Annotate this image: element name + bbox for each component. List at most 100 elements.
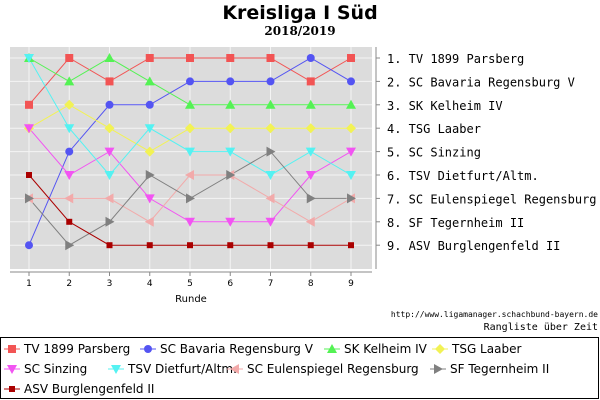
rank-label: 8. SF Tegernheim II [387, 216, 524, 230]
chart-subtitle: 2018/2019 [264, 24, 336, 38]
data-point [104, 193, 114, 204]
data-point [104, 147, 115, 157]
legend-label: SC Sinzing [24, 362, 87, 376]
data-point [64, 99, 75, 110]
legend-swatch-marker [230, 364, 239, 374]
data-point [144, 146, 155, 157]
x-tick-label: 2 [66, 279, 72, 289]
legend-label: SC Bavaria Regensburg V [160, 342, 314, 356]
legend-box [0, 337, 599, 399]
x-tick-label: 1 [26, 279, 32, 289]
data-point [346, 147, 356, 157]
data-point [265, 193, 275, 204]
legend-label: TSG Laaber [451, 342, 521, 356]
rank-label: 7. SC Eulenspiegel Regensburg [387, 192, 597, 206]
data-point [225, 123, 236, 134]
data-point [267, 242, 274, 249]
data-point [346, 123, 356, 134]
data-point [144, 216, 154, 227]
data-point [266, 77, 275, 86]
legend-swatch-marker [111, 365, 121, 374]
data-point [187, 242, 193, 249]
data-point [144, 76, 155, 86]
data-point [105, 216, 115, 227]
data-point [105, 100, 114, 109]
rank-label: 9. ASV Burglengenfeld II [387, 239, 560, 253]
legend-label: SF Tegernheim II [450, 362, 549, 376]
data-point [225, 217, 236, 227]
data-point [185, 217, 195, 227]
data-point [347, 54, 355, 62]
x-tick-label: 9 [348, 279, 354, 289]
chart-title: Kreisliga I Süd [222, 2, 378, 24]
data-point [64, 76, 75, 86]
data-point [306, 193, 316, 204]
data-point [226, 170, 236, 180]
legend-label: ASV Burglengenfeld II [24, 382, 154, 396]
data-point [265, 123, 276, 134]
data-point [64, 124, 75, 134]
data-point [265, 99, 276, 109]
data-point [145, 100, 154, 109]
data-point [104, 53, 115, 62]
data-point [65, 147, 74, 156]
rank-label: 5. SC Sinzing [387, 146, 481, 160]
data-point [145, 54, 154, 62]
data-point [144, 194, 155, 204]
data-point [265, 171, 276, 180]
data-point [146, 242, 153, 249]
rank-label: 4. TSG Laaber [387, 122, 481, 136]
data-point [305, 123, 316, 134]
legend-swatch-marker [327, 344, 337, 353]
x-tick-label: 4 [147, 279, 153, 289]
data-point [25, 193, 34, 204]
data-point [265, 217, 276, 227]
data-point [185, 123, 195, 134]
data-point [227, 242, 234, 249]
data-point [348, 242, 354, 249]
data-point [186, 193, 195, 204]
data-point [305, 147, 316, 157]
legend-swatch-marker [144, 345, 152, 353]
legend-swatch-marker [7, 365, 17, 374]
data-point [307, 242, 314, 249]
data-point [305, 216, 315, 227]
x-tick-label: 7 [268, 279, 274, 289]
data-point [347, 77, 355, 86]
data-point [185, 99, 195, 109]
x-axis-label: Runde [175, 294, 207, 305]
data-point [185, 170, 194, 180]
data-point [65, 54, 74, 62]
data-point [266, 54, 275, 62]
data-point [66, 218, 73, 225]
data-point [24, 124, 34, 134]
legend-label: SK Kelheim IV [344, 342, 428, 356]
x-tick-label: 8 [308, 279, 314, 289]
chart-caption: Rangliste über Zeit [483, 322, 598, 333]
x-tick-label: 6 [227, 279, 233, 289]
legend-swatch-marker [8, 345, 16, 353]
legend-swatch-marker [9, 386, 15, 392]
data-point [226, 77, 235, 86]
legend-label: SC Eulenspiegel Regensburg [247, 362, 419, 376]
rank-label: 1. TV 1899 Parsberg [387, 52, 524, 66]
data-point [305, 171, 316, 180]
x-tick-label: 5 [187, 279, 193, 289]
legend-label: TSV Dietfurt/Altm. [127, 362, 237, 376]
rank-label: 3. SK Kelheim IV [387, 99, 503, 113]
legend-swatch-marker [435, 344, 445, 354]
data-point [225, 147, 236, 157]
data-point [64, 193, 74, 204]
source-url[interactable]: http://www.ligamanager.schachbund-bayern… [390, 310, 598, 319]
data-point [24, 54, 34, 63]
data-point [226, 54, 235, 62]
data-point [346, 171, 356, 180]
data-point [186, 77, 194, 86]
data-point [104, 171, 115, 180]
data-point [144, 124, 155, 134]
data-point [25, 241, 33, 250]
data-point [106, 242, 113, 249]
data-point [306, 77, 315, 86]
data-point [186, 54, 194, 62]
